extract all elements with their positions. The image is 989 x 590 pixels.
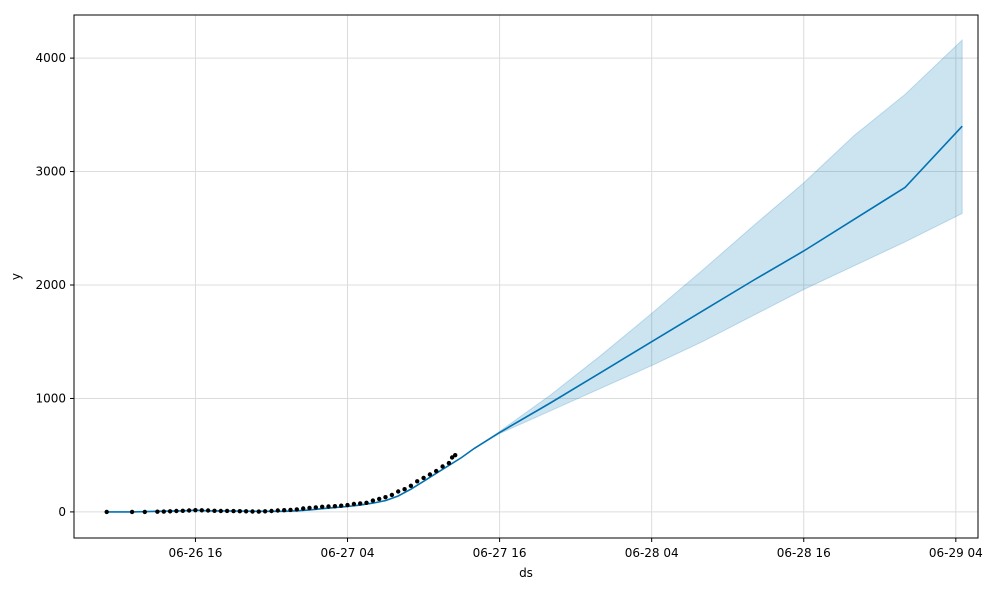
observed-point xyxy=(104,509,109,515)
y-tick-label: 0 xyxy=(58,505,66,519)
observed-point xyxy=(421,475,426,481)
observed-point xyxy=(231,508,236,514)
observed-point xyxy=(218,508,223,514)
observed-point xyxy=(174,508,179,514)
observed-point xyxy=(161,509,166,514)
observed-point xyxy=(186,508,192,513)
observed-point xyxy=(205,508,211,513)
observed-point xyxy=(358,501,363,506)
observed-point xyxy=(237,509,242,514)
observed-point xyxy=(142,509,147,515)
x-axis: 06-26 16 06-27 04 06-27 16 06-28 04 06-28 16… xyxy=(168,538,983,560)
y-axis: 0 1000 2000 3000 4000 xyxy=(35,51,74,519)
observed-point xyxy=(294,507,299,512)
observed-point xyxy=(326,504,331,509)
interval-band xyxy=(474,38,963,449)
observed-point xyxy=(453,453,458,458)
observed-point xyxy=(212,508,217,513)
observed-point xyxy=(224,508,230,514)
observed-point xyxy=(180,508,185,513)
observed-point xyxy=(434,468,439,474)
x-tick-label: 06-27 04 xyxy=(321,546,375,560)
y-tick-label: 3000 xyxy=(35,165,66,179)
observed-point xyxy=(427,472,433,477)
observed-point xyxy=(332,504,338,509)
y-axis-label: y xyxy=(9,273,23,280)
observed-point xyxy=(449,455,455,460)
observed-point xyxy=(415,479,420,484)
observed-point xyxy=(275,508,280,513)
observed-point xyxy=(129,509,135,515)
grid xyxy=(74,15,978,538)
x-tick-label: 06-29 04 xyxy=(929,546,983,560)
observed-point xyxy=(377,496,382,502)
plot-frame xyxy=(73,14,979,539)
observed-point xyxy=(440,464,445,469)
y-tick-label: 4000 xyxy=(35,51,66,65)
observed-point xyxy=(364,500,369,505)
observed-point xyxy=(199,508,204,513)
observed-point xyxy=(282,508,287,513)
observed-point xyxy=(288,507,293,513)
y-tick-label: 1000 xyxy=(35,391,66,405)
y-tick-label: 2000 xyxy=(35,278,66,292)
observed-point xyxy=(262,509,268,514)
x-tick-label: 06-27 16 xyxy=(473,546,527,560)
observed-point xyxy=(383,495,388,500)
x-tick-label: 06-28 04 xyxy=(625,546,679,560)
observed-point xyxy=(269,508,274,514)
observed-point xyxy=(320,504,325,509)
observed-point xyxy=(167,509,173,514)
uncertainty-interval xyxy=(474,38,963,449)
observed-point xyxy=(313,505,318,510)
x-tick-label: 06-28 16 xyxy=(777,546,831,560)
observed-point xyxy=(250,509,255,514)
observed-point xyxy=(256,509,261,514)
observed-point xyxy=(243,509,249,514)
observed-points xyxy=(104,453,458,515)
observed-point xyxy=(351,501,357,507)
observed-point xyxy=(155,509,160,514)
observed-point xyxy=(193,508,198,513)
x-tick-label: 06-26 16 xyxy=(168,546,222,560)
observed-point xyxy=(396,489,401,494)
observed-point xyxy=(307,505,312,511)
observed-point xyxy=(446,460,452,466)
observed-point xyxy=(301,506,306,511)
observed-point xyxy=(402,487,407,492)
observed-point xyxy=(389,492,395,498)
observed-point xyxy=(370,498,376,503)
observed-point xyxy=(408,483,414,488)
observed-point xyxy=(339,503,344,508)
observed-point xyxy=(345,502,350,508)
x-axis-label: ds xyxy=(519,566,533,580)
